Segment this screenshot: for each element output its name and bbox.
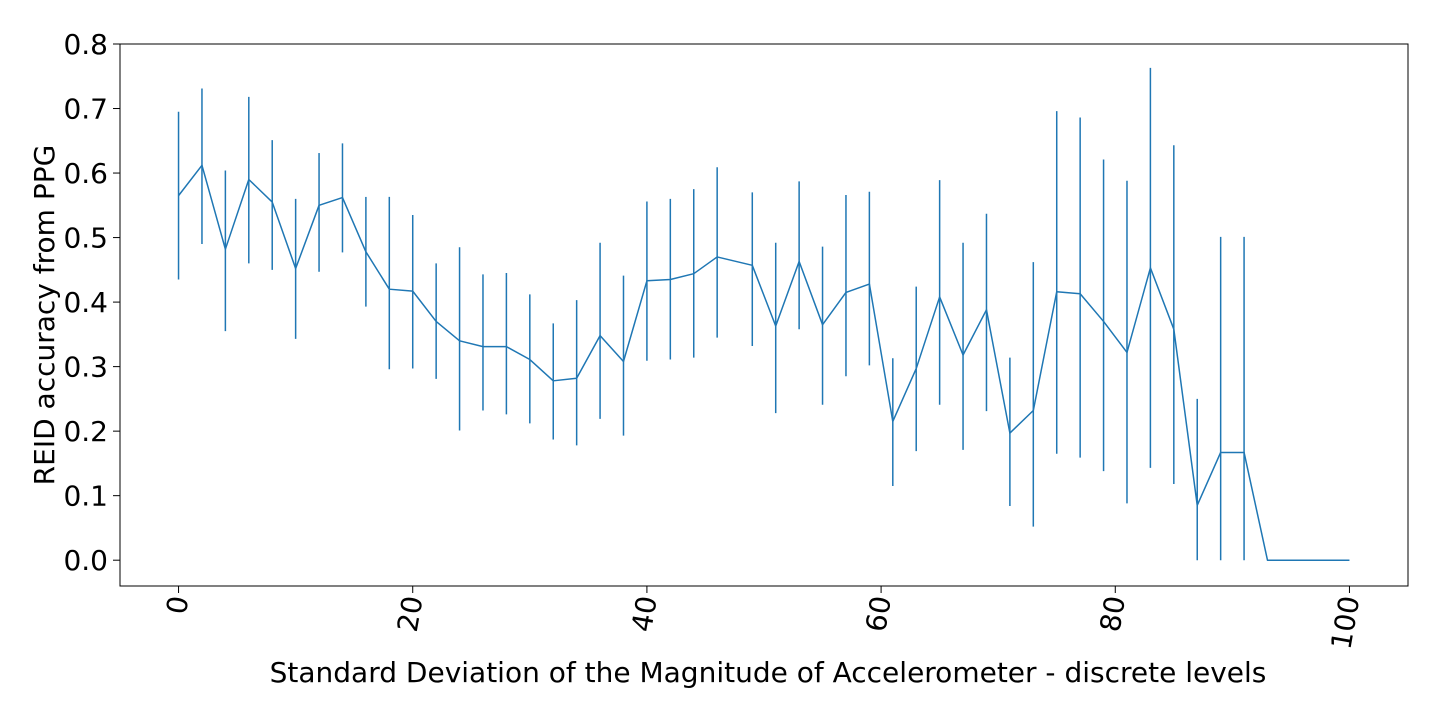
x-tick-label: 60 bbox=[859, 593, 898, 634]
y-tick-label: 0.8 bbox=[63, 28, 108, 61]
y-tick-label: 0.4 bbox=[63, 286, 108, 319]
y-tick-label: 0.1 bbox=[63, 480, 108, 513]
y-axis-ticks: 0.0 0.1 0.2 0.3 0.4 0.5 0.6 0.7 0.8 bbox=[63, 28, 120, 577]
series-group bbox=[177, 164, 1350, 561]
error-bars bbox=[177, 67, 1245, 561]
x-tick-label: 80 bbox=[1093, 593, 1132, 634]
x-tick-label: 0 bbox=[160, 593, 196, 616]
y-tick-label: 0.3 bbox=[63, 351, 108, 384]
plot-frame bbox=[119, 43, 1409, 587]
x-axis-label: Standard Deviation of the Magnitude of A… bbox=[270, 656, 1267, 689]
y-tick-label: 0.7 bbox=[63, 93, 108, 126]
series-line bbox=[177, 164, 1350, 561]
y-axis-label: REID accuracy from PPG bbox=[28, 145, 61, 486]
y-tick-label: 0.0 bbox=[63, 544, 108, 577]
y-tick-label: 0.2 bbox=[63, 415, 108, 448]
x-tick-label: 40 bbox=[625, 593, 664, 634]
y-tick-label: 0.5 bbox=[63, 222, 108, 255]
y-tick-label: 0.6 bbox=[63, 157, 108, 190]
x-tick-label: 20 bbox=[391, 593, 430, 634]
x-axis-ticks: 0 20 40 60 80 100 bbox=[160, 586, 1366, 652]
